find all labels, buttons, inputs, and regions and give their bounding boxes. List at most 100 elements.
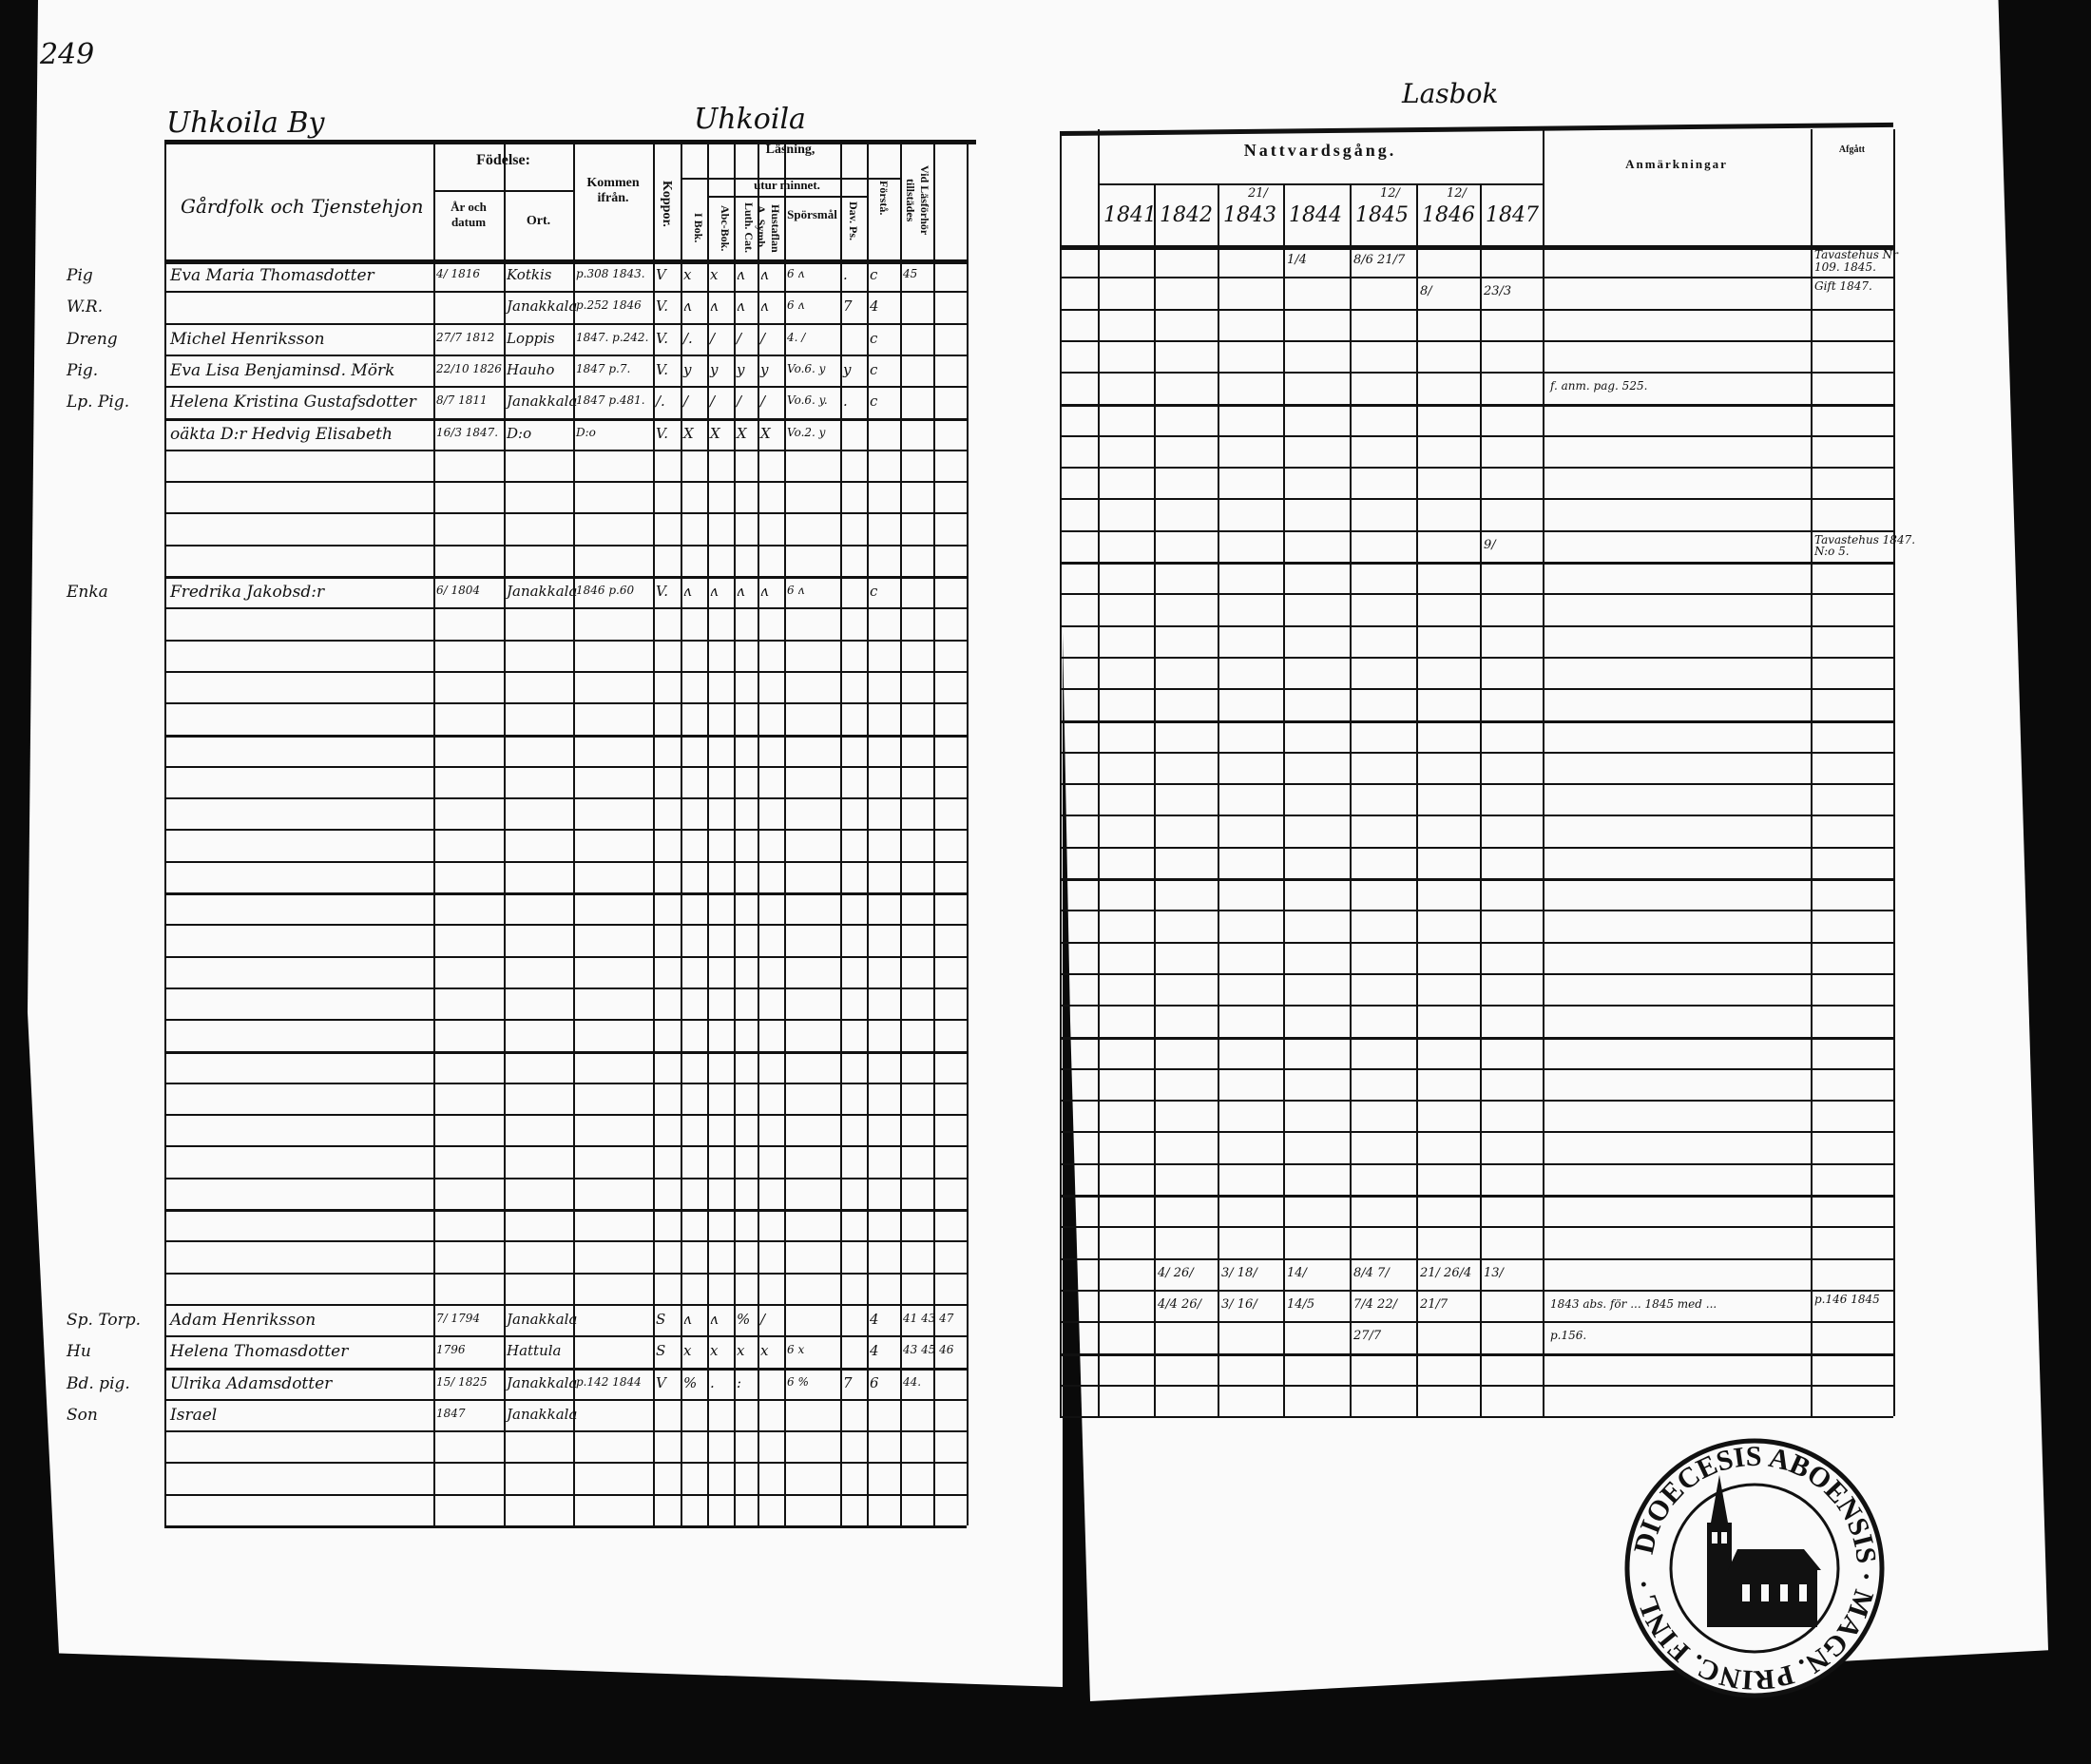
cell-abc: X — [710, 424, 720, 442]
cell-luth: % — [737, 1310, 751, 1328]
row-line — [1060, 434, 1893, 437]
reading-header: Läsning, — [765, 143, 815, 157]
row-status-note: W.R. — [67, 297, 104, 317]
cell-name: Fredrika Jakobsd:r — [170, 583, 325, 602]
hustaflan-header: Hustaflan A. Symb. — [755, 203, 782, 253]
communion-date: 8/6 21/7 — [1353, 253, 1406, 267]
row-line — [1060, 339, 1893, 342]
cell-from: D:o — [576, 425, 596, 439]
column-divider — [1350, 185, 1352, 1417]
column-divider — [1154, 185, 1156, 1417]
cell-born-place: Janakkala — [507, 297, 578, 316]
row-line — [164, 670, 967, 673]
cell-forst: c — [870, 266, 878, 283]
communion-date: 8/4 7/ — [1353, 1265, 1390, 1280]
row-line — [1060, 403, 1893, 407]
cell-sporsmal: 6 ʌ — [787, 584, 805, 597]
cell-vid: 45 — [903, 267, 918, 280]
cell-vid: 44. — [903, 1374, 922, 1389]
column-divider — [433, 140, 435, 1525]
year-header: 1841 — [1103, 203, 1157, 227]
column-divider — [1098, 129, 1100, 1417]
row-line — [1060, 941, 1893, 944]
row-line — [164, 1209, 967, 1212]
row-line — [164, 1493, 967, 1496]
row-line — [1060, 1352, 1893, 1356]
cell-i-bok: y — [683, 360, 692, 378]
row-line — [164, 576, 967, 579]
row-line — [1060, 245, 1893, 248]
row-line — [164, 702, 967, 705]
koppor-header: Koppor. — [660, 181, 674, 227]
year-header: 1846 — [1422, 203, 1475, 227]
i-bok-header: I Bok. — [692, 213, 705, 243]
communion-date: 27/7 — [1353, 1329, 1382, 1344]
cell-koppor: S — [656, 1342, 666, 1360]
communion-date: 9/ — [1484, 537, 1496, 552]
column-divider — [653, 140, 655, 1525]
cell-sporsmal: 4. / — [787, 330, 806, 344]
year-header: 1843 — [1223, 203, 1276, 227]
cell-born-date: 16/3 1847. — [436, 425, 499, 439]
row-line — [1060, 751, 1893, 754]
cell-dav: 7 — [843, 297, 853, 316]
year-header: 1842 — [1160, 203, 1213, 227]
column-divider — [1060, 131, 1062, 1417]
cell-born-place: Loppis — [507, 329, 555, 347]
row-line — [164, 860, 967, 863]
row-line — [164, 386, 967, 389]
cell-luth: ʌ — [737, 266, 745, 283]
row-line — [164, 1145, 967, 1148]
cell-hustaflan: / — [760, 393, 766, 411]
column-divider — [1480, 185, 1482, 1417]
cell-from: 1847 p.481. — [576, 393, 645, 408]
cell-i-bok: % — [683, 1373, 698, 1391]
communion-date: 3/ 18/ — [1221, 1265, 1257, 1280]
cell-abc: ʌ — [710, 583, 719, 600]
cell-luth: ʌ — [737, 583, 745, 600]
row-line — [164, 1240, 967, 1243]
row-line — [1060, 562, 1893, 565]
row-line — [1060, 688, 1893, 691]
row-status-note: Bd. pig. — [67, 1373, 130, 1393]
cell-name: Michel Henriksson — [170, 329, 325, 349]
row-line — [1060, 593, 1893, 596]
communion-date: 23/3 — [1484, 284, 1512, 299]
row-line — [164, 797, 967, 800]
cell-born-place: Janakkala — [507, 393, 578, 411]
row-status-note: Son — [67, 1405, 98, 1425]
cell-name: Adam Henriksson — [170, 1310, 317, 1330]
cell-forst: c — [870, 360, 878, 378]
column-divider — [504, 140, 506, 1525]
row-line — [164, 291, 967, 294]
cell-sporsmal: 6 ʌ — [787, 298, 805, 313]
row-line — [164, 987, 967, 989]
communion-date: 7/4 22/ — [1353, 1296, 1397, 1312]
row-line — [1060, 1257, 1893, 1260]
cell-luth: / — [737, 329, 742, 347]
cell-vid: 41 43 47 — [903, 1311, 954, 1325]
row-line — [164, 1462, 967, 1465]
row-status-note: Sp. Torp. — [67, 1310, 142, 1330]
row-line — [1060, 656, 1893, 659]
from-header: Kommen ifrån. — [586, 176, 640, 205]
communion-date: 14/5 — [1287, 1296, 1315, 1312]
cell-sporsmal: 6 x — [787, 1343, 805, 1357]
remark-text: p.156. — [1550, 1329, 1587, 1343]
row-line — [164, 259, 967, 262]
row-status-note: Dreng — [67, 329, 118, 349]
by-heart-header: utur minnet. — [754, 178, 820, 192]
cell-dav: 7 — [843, 1373, 853, 1391]
row-line — [164, 417, 967, 421]
birth-place-header: Ort. — [526, 214, 551, 228]
row-line — [164, 1430, 967, 1433]
left-page — [28, 0, 1063, 1687]
cell-forst: c — [870, 393, 878, 411]
cell-dav: y — [843, 360, 852, 378]
cell-koppor: V. — [656, 360, 668, 378]
cell-vid: 43 45 46 — [903, 1343, 954, 1357]
column-divider — [758, 140, 759, 1525]
cell-from: p.142 1844 — [576, 1374, 642, 1389]
name-header: Gårdfolk och Tjenstehjon — [181, 195, 424, 218]
forst-header: Förstå. — [877, 181, 891, 216]
